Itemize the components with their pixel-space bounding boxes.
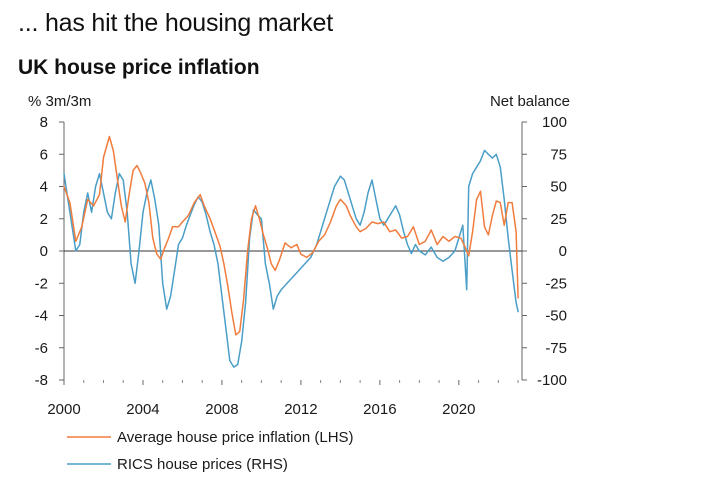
left-tick-label: 8 <box>40 114 48 131</box>
chart-title: UK house price inflation <box>18 56 260 79</box>
x-tick-label: 2004 <box>126 401 159 418</box>
x-tick-label: 2012 <box>284 401 317 418</box>
left-tick-label: 2 <box>40 211 48 228</box>
left-axis-label: % 3m/3m <box>28 93 91 110</box>
plot-area: 8 6 4 2 0 -2 -4 -6 -8 100 75 50 25 0 -25 -50 -75 -100 2000… <box>35 114 567 418</box>
legend-label: Average house price inflation (LHS) <box>117 429 354 446</box>
x-tick-label: 2016 <box>363 401 396 418</box>
right-axis-label: Net balance <box>490 93 570 110</box>
left-tick-label: -6 <box>35 340 48 357</box>
left-tick-label: -8 <box>35 372 48 389</box>
series-line-rics-house-prices <box>63 149 519 368</box>
left-tick-label: -2 <box>35 275 48 292</box>
legend-label: RICS house prices (RHS) <box>117 456 288 473</box>
right-tick-label: 100 <box>542 114 567 131</box>
left-tick-label: 0 <box>40 243 48 260</box>
right-tick-label: 75 <box>550 146 567 163</box>
x-tick-label: 2000 <box>47 401 80 418</box>
right-tick-label: -100 <box>537 372 567 389</box>
right-tick-label: 0 <box>559 243 567 260</box>
legend: Average house price inflation (LHS) RICS … <box>67 429 354 473</box>
x-tick-label: 2008 <box>205 401 238 418</box>
right-tick-label: -50 <box>545 308 567 325</box>
right-tick-label: -75 <box>545 340 567 357</box>
right-tick-label: -25 <box>545 275 567 292</box>
right-tick-label: 25 <box>550 211 567 228</box>
right-tick-label: 50 <box>550 179 567 196</box>
left-tick-label: 6 <box>40 146 48 163</box>
headline: ... has hit the housing market <box>18 9 334 37</box>
series-line-avg-house-price-inflation <box>63 135 519 336</box>
left-tick-label: -4 <box>35 308 48 325</box>
x-tick-label: 2020 <box>442 401 475 418</box>
left-tick-label: 4 <box>40 179 48 196</box>
